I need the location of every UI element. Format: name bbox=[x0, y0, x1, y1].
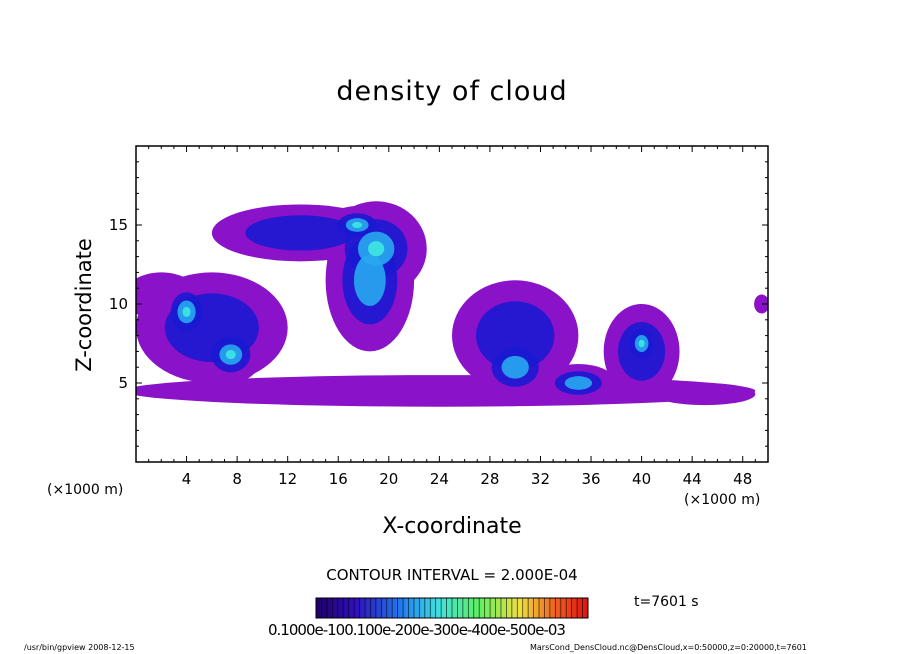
cloud-region-0-layer-1 bbox=[245, 215, 356, 251]
cloud-region-14-layer-0 bbox=[754, 294, 768, 314]
footer-program: /usr/bin/gpview 2008-12-15 bbox=[24, 643, 135, 652]
colorbar bbox=[315, 597, 589, 619]
cloud-region-8-layer-1 bbox=[476, 301, 555, 370]
time-label: t=7601 s bbox=[634, 594, 699, 610]
x-unit-label-right: (×1000 m) bbox=[684, 492, 761, 508]
cloud-region-11-layer-3 bbox=[638, 339, 645, 348]
cloud-region-6-layer-3 bbox=[225, 350, 236, 360]
y-tick-label-10: 10 bbox=[109, 295, 128, 313]
x-tick-label-32: 32 bbox=[531, 470, 550, 488]
y-tick-label-15: 15 bbox=[109, 216, 128, 234]
x-tick-label-4: 4 bbox=[182, 470, 192, 488]
x-tick-label-16: 16 bbox=[329, 470, 348, 488]
cloud-contour-field bbox=[136, 201, 768, 407]
cloud-region-15-layer-0 bbox=[654, 383, 756, 406]
contour-interval-label: CONTOUR INTERVAL = 2.000E-04 bbox=[326, 566, 578, 584]
x-tick-label-8: 8 bbox=[232, 470, 242, 488]
x-tick-label-28: 28 bbox=[480, 470, 499, 488]
y-axis: 5 10 15 bbox=[109, 161, 768, 447]
x-tick-label-20: 20 bbox=[379, 470, 398, 488]
x-tick-label-12: 12 bbox=[278, 470, 297, 488]
colorbar-frame bbox=[315, 597, 589, 619]
chart-title: density of cloud bbox=[336, 76, 568, 107]
x-axis-label: X-coordinate bbox=[382, 514, 522, 539]
cloud-region-9-layer-2 bbox=[501, 355, 529, 379]
x-tick-label-36: 36 bbox=[581, 470, 600, 488]
cloud-region-1-layer-3 bbox=[368, 241, 385, 257]
x-tick-label-24: 24 bbox=[430, 470, 449, 488]
y-axis-label: Z-coordinate bbox=[72, 238, 96, 372]
cloud-region-12-layer-2 bbox=[564, 376, 593, 390]
cloud-region-5-layer-3 bbox=[182, 306, 191, 317]
cloud-region-2-layer-2 bbox=[353, 254, 386, 306]
x-tick-label-40: 40 bbox=[632, 470, 651, 488]
x-unit-label-left: (×1000 m) bbox=[47, 482, 124, 498]
x-tick-label-48: 48 bbox=[733, 470, 752, 488]
footer-source: MarsCond_DensCloud.nc@DensCloud,x=0:5000… bbox=[530, 643, 807, 652]
colorbar-tick-labels: 0.1000e-100.100e-200e-300e-400e-500e-03 bbox=[268, 621, 566, 639]
y-tick-label-5: 5 bbox=[118, 374, 128, 392]
x-tick-label-44: 44 bbox=[683, 470, 702, 488]
cloud-region-3-layer-3 bbox=[352, 221, 363, 229]
x-axis: 4 8 12 16 20 24 28 32 36 40 44 48 bbox=[148, 146, 756, 488]
